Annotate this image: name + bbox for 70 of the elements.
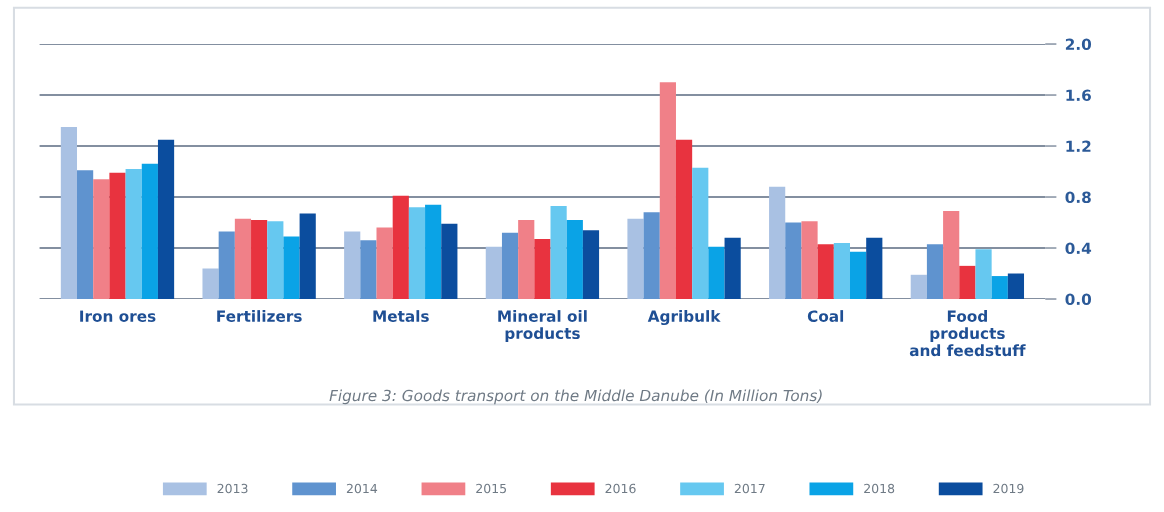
bar: [485, 246, 502, 300]
bar: [77, 170, 94, 300]
bar: [769, 186, 786, 300]
x-tick-label: Mineral oil products: [498, 310, 587, 343]
bar: [991, 276, 1008, 300]
x-tick-label: Food products and feedstuff: [909, 310, 1026, 357]
bar: [202, 268, 219, 300]
y-tick-label: 0.8: [1065, 191, 1091, 204]
bar: [724, 237, 741, 300]
bar: [441, 223, 458, 300]
bar: [975, 249, 992, 300]
bar: [817, 244, 834, 300]
x-tick-label: Coal: [807, 310, 844, 322]
x-tick-label: Fertilizers: [217, 310, 302, 322]
bar: [627, 218, 644, 300]
bar: [60, 126, 78, 300]
legend-label: 2019: [993, 483, 1024, 494]
bar: [1007, 273, 1025, 300]
bar: [550, 205, 567, 300]
bar: [234, 218, 252, 300]
bar: [376, 227, 393, 300]
x-tick-label: Iron ores: [80, 310, 156, 322]
bar: [943, 211, 960, 300]
x-tick-label: Agribulk: [647, 310, 721, 326]
bar: [785, 222, 802, 300]
bar: [518, 219, 535, 300]
legend-label: 2017: [734, 483, 765, 494]
x-tick-label: Metals: [373, 310, 429, 322]
bar: [959, 265, 976, 300]
bar: [93, 179, 110, 300]
bar: [566, 219, 583, 300]
bar: [157, 139, 175, 300]
y-tick-label: 1.6: [1066, 89, 1091, 102]
bar: [850, 251, 867, 300]
bar: [675, 139, 693, 300]
legend-label: 2014: [346, 483, 378, 494]
bar: [801, 221, 818, 300]
legend-label: 2013: [217, 483, 248, 494]
bar: [708, 246, 725, 300]
legend-label: 2018: [864, 483, 895, 494]
bar: [534, 239, 551, 300]
bar: [866, 237, 883, 300]
bar: [582, 230, 600, 300]
bar: [141, 163, 158, 300]
y-tick-label: 1.2: [1066, 140, 1091, 152]
bar: [344, 231, 361, 300]
bar: [408, 207, 426, 300]
y-tick-label: 0.0: [1065, 293, 1092, 306]
bar: [283, 236, 300, 300]
bar: [299, 213, 316, 300]
bar: [109, 172, 126, 300]
bar: [659, 82, 676, 300]
bar: [392, 195, 409, 300]
bar: [926, 244, 944, 300]
legend-label: 2016: [605, 483, 636, 494]
bar: [692, 167, 709, 300]
bar: [910, 274, 927, 300]
bar: [218, 231, 235, 300]
bar: [501, 232, 519, 300]
y-tick-label: 0.4: [1065, 242, 1092, 255]
bar: [360, 240, 377, 300]
y-tick-label: 2.0: [1065, 38, 1092, 51]
bar: [267, 221, 284, 300]
bar: [251, 219, 268, 300]
legend-label: 2015: [476, 483, 507, 494]
caption: Figure 3: Goods transport on the Middle Danube (In Million Tons): [329, 389, 822, 405]
bar: [425, 204, 442, 300]
bar: [125, 168, 142, 300]
bar: [643, 212, 660, 300]
bar: [833, 242, 850, 300]
